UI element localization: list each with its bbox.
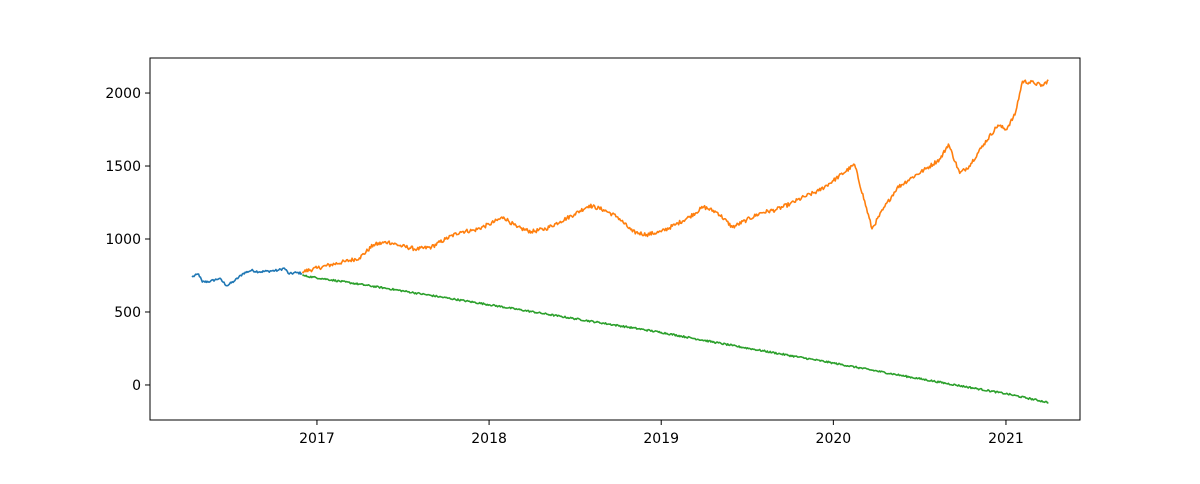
y-tick-label: 0	[132, 378, 141, 394]
y-tick-label: 2000	[105, 86, 141, 102]
series-layer	[191, 79, 1049, 404]
y-tick-label: 500	[114, 305, 141, 321]
x-tick-label: 2019	[643, 431, 679, 447]
series-line-3	[302, 274, 1049, 404]
y-tick-label: 1500	[105, 159, 141, 175]
x-tick-label: 2020	[816, 431, 852, 447]
series-line-2	[301, 79, 1049, 274]
x-tick-label: 2021	[988, 431, 1024, 447]
x-tick-label: 2018	[471, 431, 507, 447]
x-tick-label: 2017	[299, 431, 335, 447]
series-line-1	[191, 267, 303, 287]
axes-layer: 2017 2018 2019 2020 2021 0 500 1000 1500 2000	[105, 57, 1081, 447]
y-tick-label: 1000	[105, 232, 141, 248]
plot-frame	[149, 57, 1081, 421]
